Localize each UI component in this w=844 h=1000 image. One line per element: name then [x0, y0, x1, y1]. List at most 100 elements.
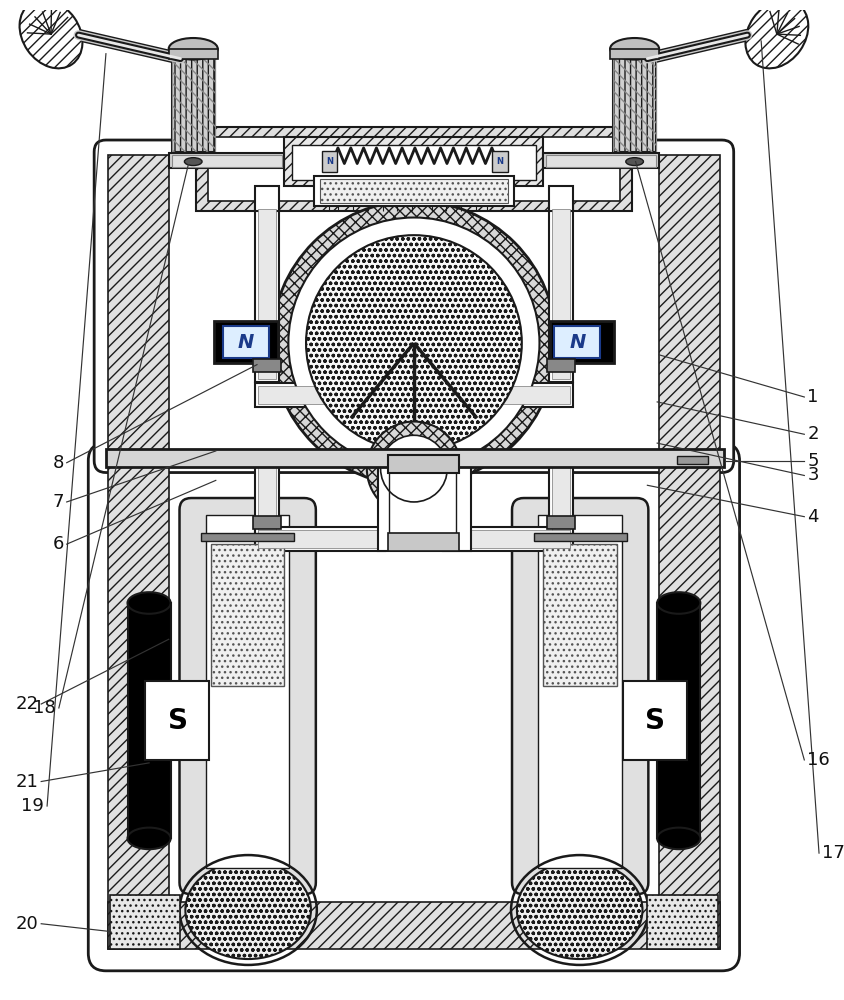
Bar	[550, 321, 614, 363]
Bar	[388, 533, 459, 551]
Bar	[223, 326, 268, 358]
Ellipse shape	[186, 861, 311, 959]
Bar	[206, 515, 289, 868]
Bar	[292, 145, 536, 180]
Bar	[255, 463, 279, 551]
Ellipse shape	[19, 0, 83, 68]
Bar	[659, 155, 720, 459]
Ellipse shape	[517, 861, 642, 959]
Bar	[538, 515, 622, 868]
Text: N: N	[570, 333, 586, 352]
Text: N: N	[326, 157, 333, 166]
Bar	[253, 516, 280, 529]
Bar	[208, 137, 619, 201]
Text: 2: 2	[807, 425, 819, 443]
Circle shape	[289, 218, 539, 469]
Text: 8: 8	[52, 454, 64, 472]
Bar	[258, 386, 370, 404]
Bar	[443, 527, 573, 551]
Text: 6: 6	[52, 535, 64, 553]
Bar	[455, 383, 573, 407]
Text: S: S	[168, 707, 187, 735]
Bar	[388, 455, 459, 473]
Bar	[647, 895, 718, 949]
FancyBboxPatch shape	[512, 498, 648, 894]
Text: 5: 5	[807, 452, 819, 470]
Bar	[108, 155, 169, 459]
Bar	[613, 54, 656, 152]
Text: 19: 19	[21, 797, 44, 815]
Bar	[108, 461, 169, 949]
Text: 17: 17	[822, 844, 844, 862]
Bar	[544, 153, 659, 168]
Bar	[552, 466, 570, 548]
Bar	[171, 54, 215, 152]
Bar	[255, 186, 279, 211]
Circle shape	[367, 422, 461, 516]
Text: 4: 4	[807, 508, 819, 526]
Text: 21: 21	[15, 773, 38, 791]
Ellipse shape	[610, 38, 659, 60]
Bar	[549, 186, 573, 211]
Circle shape	[272, 201, 556, 485]
FancyBboxPatch shape	[89, 443, 739, 971]
Bar	[547, 516, 575, 529]
Bar	[258, 209, 276, 379]
FancyBboxPatch shape	[95, 140, 733, 473]
Text: S: S	[645, 707, 665, 735]
Bar	[377, 453, 471, 551]
Bar	[145, 681, 209, 760]
Ellipse shape	[625, 158, 643, 166]
Circle shape	[306, 235, 522, 451]
Bar	[320, 179, 508, 203]
FancyBboxPatch shape	[180, 498, 316, 894]
Bar	[549, 463, 573, 551]
Text: 18: 18	[33, 699, 56, 717]
Bar	[255, 527, 385, 551]
Bar	[492, 151, 508, 172]
Bar	[284, 137, 544, 186]
Text: N: N	[238, 333, 254, 352]
Bar	[169, 49, 218, 59]
Bar	[610, 49, 659, 59]
Bar	[214, 321, 278, 363]
Bar	[106, 449, 724, 467]
Ellipse shape	[657, 592, 701, 614]
Bar	[201, 533, 295, 541]
Bar	[258, 530, 381, 548]
Bar	[657, 603, 701, 838]
Bar	[108, 902, 720, 949]
Bar	[253, 359, 280, 372]
Bar	[659, 461, 720, 949]
Bar	[110, 895, 181, 949]
Bar	[549, 206, 573, 382]
Bar	[623, 681, 687, 760]
Ellipse shape	[745, 0, 809, 68]
Bar	[255, 206, 279, 382]
Bar	[613, 54, 656, 152]
Bar	[322, 151, 338, 172]
Bar	[211, 544, 284, 686]
Bar	[547, 359, 575, 372]
Ellipse shape	[127, 592, 170, 614]
Bar	[544, 544, 617, 686]
Text: 1: 1	[807, 388, 819, 406]
Ellipse shape	[657, 828, 701, 849]
Text: 20: 20	[15, 915, 38, 933]
Text: 7: 7	[52, 493, 64, 511]
Bar	[458, 386, 570, 404]
Bar	[546, 155, 656, 167]
Bar	[552, 209, 570, 379]
Text: 16: 16	[807, 751, 830, 769]
Ellipse shape	[169, 38, 218, 60]
Bar	[169, 153, 284, 168]
Bar	[171, 54, 215, 152]
Bar	[555, 326, 600, 358]
Bar	[533, 533, 627, 541]
Text: 22: 22	[15, 695, 38, 713]
Text: 3: 3	[807, 466, 819, 484]
Ellipse shape	[184, 158, 202, 166]
Bar	[127, 603, 170, 838]
Ellipse shape	[127, 828, 170, 849]
Bar	[171, 155, 282, 167]
